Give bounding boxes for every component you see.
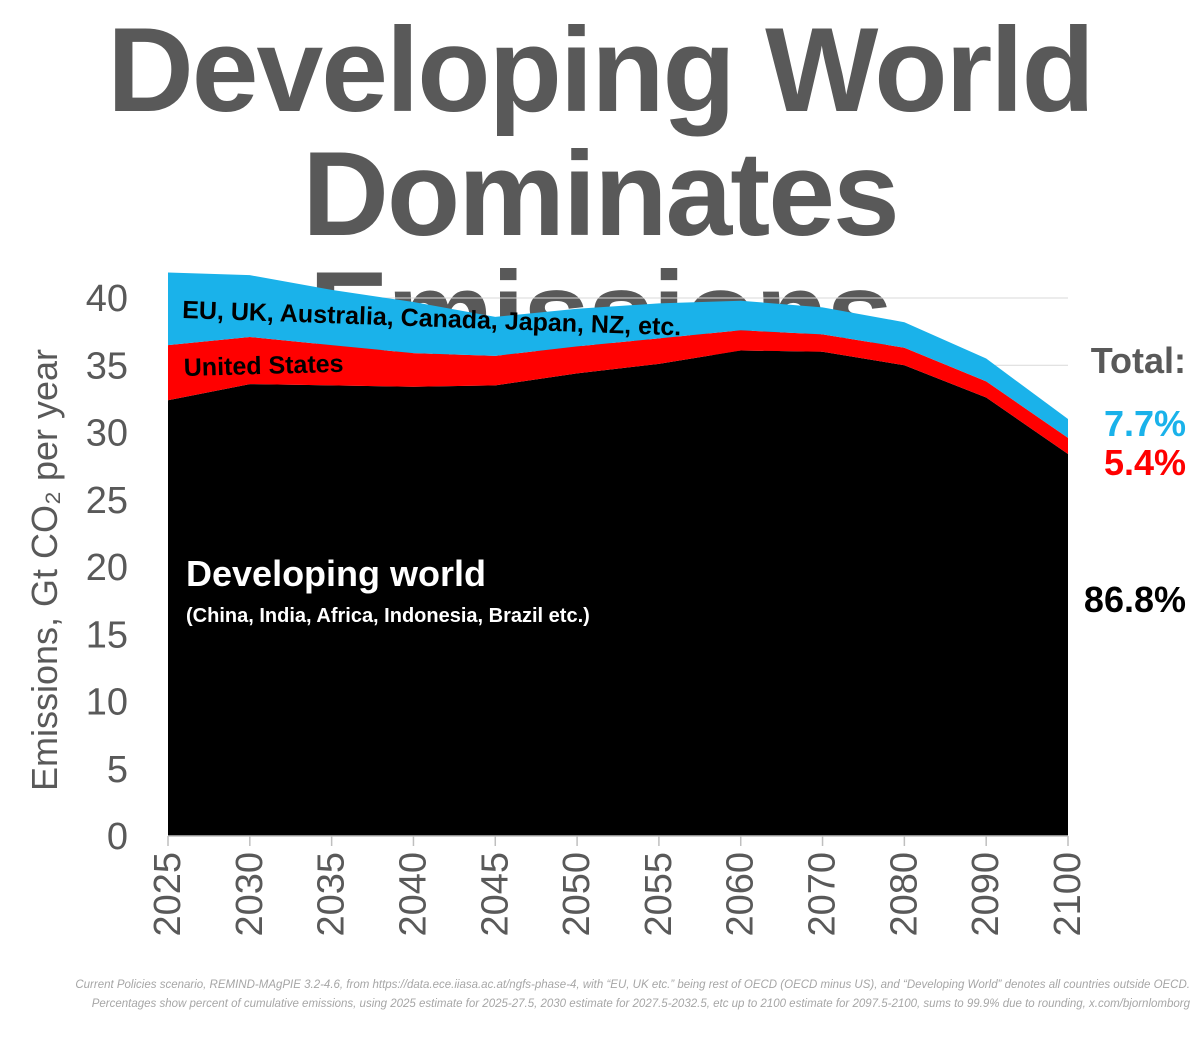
y-tick-label: 0 bbox=[107, 816, 128, 858]
source-footnote: Current Policies scenario, REMIND-MAgPIE… bbox=[75, 979, 1190, 1010]
total-united-states: 5.4% bbox=[1104, 442, 1186, 483]
y-tick-label: 30 bbox=[86, 413, 128, 455]
y-tick-label: 5 bbox=[107, 749, 128, 791]
area-developing-world bbox=[168, 350, 1068, 836]
y-tick-label: 25 bbox=[86, 480, 128, 522]
series-label-developing-world: Developing world bbox=[186, 553, 486, 594]
x-tick-label: 2040 bbox=[392, 852, 434, 937]
total-rest-of-oecd: 7.7% bbox=[1104, 403, 1186, 444]
chart-title-line-1: Developing World bbox=[107, 3, 1095, 137]
x-tick-label: 2055 bbox=[638, 852, 680, 937]
series-label-united-states: United States bbox=[183, 350, 343, 382]
x-tick-label: 2060 bbox=[720, 852, 762, 937]
x-tick-label: 2100 bbox=[1047, 852, 1089, 937]
y-tick-label: 15 bbox=[86, 614, 128, 656]
y-tick-label: 20 bbox=[86, 547, 128, 589]
y-tick-label: 40 bbox=[86, 278, 128, 320]
y-axis-title: Emissions, Gt CO₂ per year bbox=[24, 349, 65, 791]
x-tick-label: 2025 bbox=[147, 852, 189, 937]
x-tick-label: 2050 bbox=[556, 852, 598, 937]
y-tick-label: 35 bbox=[86, 345, 128, 387]
totals-heading: Total: bbox=[1091, 340, 1186, 381]
x-tick-label: 2070 bbox=[802, 852, 844, 937]
x-tick-label: 2045 bbox=[474, 852, 516, 937]
x-tick-label: 2035 bbox=[311, 852, 353, 937]
area-united-states bbox=[168, 330, 1068, 455]
x-tick-label: 2030 bbox=[229, 852, 271, 937]
x-tick-label: 2080 bbox=[883, 852, 925, 937]
x-tick-label: 2090 bbox=[965, 852, 1007, 937]
series-sublabel-developing-world: (China, India, Africa, Indonesia, Brazil… bbox=[186, 605, 590, 627]
total-developing-world: 86.8% bbox=[1084, 579, 1186, 620]
area-rest-of-oecd bbox=[168, 272, 1068, 438]
y-tick-label: 10 bbox=[86, 682, 128, 724]
